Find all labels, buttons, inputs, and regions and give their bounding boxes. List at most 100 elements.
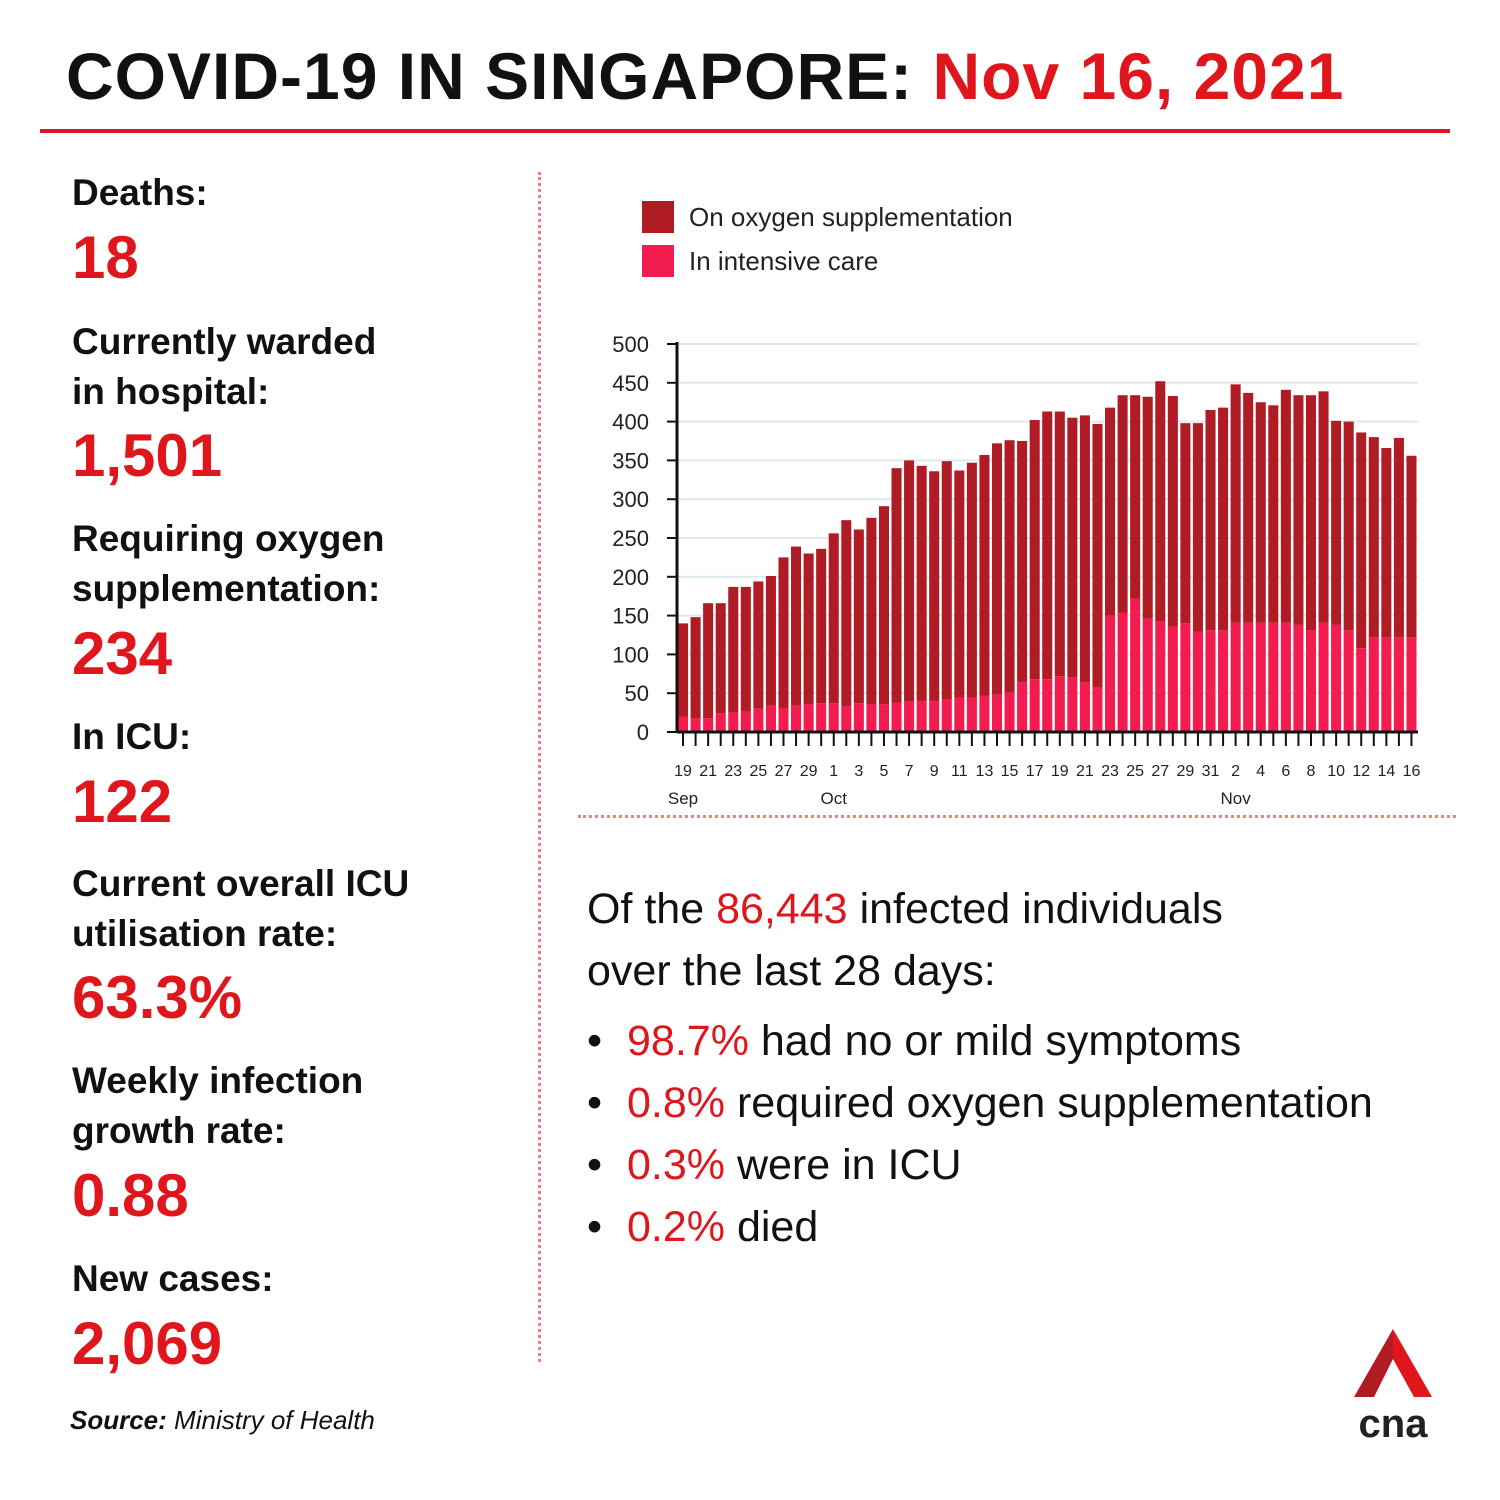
bar-icu <box>765 705 776 732</box>
bar-oxygen <box>828 533 839 704</box>
bar-oxygen <box>1067 417 1078 678</box>
bar-icu <box>904 701 915 732</box>
x-tick-label: 2 <box>1231 763 1240 780</box>
bar-icu <box>1318 622 1329 732</box>
x-tick-label: 10 <box>1327 763 1345 780</box>
bar-icu <box>1067 677 1078 732</box>
oxygen-label: Requiring oxygen supplementation: <box>72 518 385 609</box>
x-tick-label: 7 <box>905 763 914 780</box>
x-tick-label: 25 <box>749 763 767 780</box>
bar-oxygen <box>1255 402 1266 623</box>
bar-icu <box>916 700 927 732</box>
bar-oxygen <box>966 462 977 698</box>
bar-oxygen <box>954 470 965 698</box>
bar-icu <box>1268 622 1279 732</box>
bar-icu <box>1305 630 1317 732</box>
list-item: • 0.2% died <box>587 1203 819 1251</box>
bar-icu <box>1042 679 1053 732</box>
bar-icu <box>803 704 814 732</box>
bar-icu <box>1155 621 1166 732</box>
bar-oxygen <box>765 576 776 706</box>
bar-oxygen <box>690 617 701 719</box>
bar-icu <box>828 703 839 732</box>
bar-oxygen <box>678 623 689 717</box>
x-tick-label: 19 <box>1051 763 1069 780</box>
x-tick-label: 15 <box>1001 763 1019 780</box>
x-tick-label: 6 <box>1281 763 1290 780</box>
infected-count: 86,443 <box>716 885 848 933</box>
bar-oxygen <box>1105 407 1116 616</box>
bar-oxygen <box>1268 405 1279 623</box>
bar-icu <box>1343 630 1354 732</box>
bar-icu <box>816 703 827 732</box>
y-tick-label: 100 <box>612 642 649 667</box>
x-tick-label: 19 <box>674 763 692 780</box>
title-date: Nov 16, 2021 <box>932 39 1345 113</box>
bar-oxygen <box>1305 395 1317 631</box>
bar-oxygen <box>753 581 764 709</box>
icu-label: In ICU: <box>72 716 192 757</box>
bar-icu <box>1180 623 1191 732</box>
bar-icu <box>1218 630 1229 732</box>
icu-utilisation-value: 63.3% <box>72 964 243 1031</box>
y-tick-label: 450 <box>612 371 649 396</box>
bar-icu <box>966 697 977 732</box>
bar-icu <box>728 712 739 732</box>
bar-icu <box>878 704 889 732</box>
bar-oxygen <box>1092 423 1103 687</box>
bar-oxygen <box>1356 432 1367 649</box>
bar-oxygen <box>891 468 902 703</box>
bar-oxygen <box>1180 423 1191 624</box>
x-tick-label: 21 <box>1076 763 1094 780</box>
y-tick-label: 300 <box>612 487 649 512</box>
bar-icu <box>1230 622 1241 732</box>
bar-oxygen <box>1318 391 1329 623</box>
x-tick-label: 13 <box>976 763 994 780</box>
bar-oxygen <box>916 465 927 701</box>
bar-oxygen <box>1029 420 1040 680</box>
bar-oxygen <box>941 461 952 700</box>
source-note: Source: Ministry of Health <box>70 1405 375 1435</box>
bar-oxygen <box>816 548 827 704</box>
bar-oxygen <box>803 553 814 705</box>
x-tick-label: 23 <box>1101 763 1119 780</box>
bar-icu <box>1406 637 1417 732</box>
bar-icu <box>1205 630 1216 732</box>
bar-oxygen <box>715 603 726 714</box>
bar-oxygen <box>929 471 940 701</box>
bar-oxygen <box>866 517 877 705</box>
bar-icu <box>1192 631 1203 732</box>
title-divider <box>40 129 1450 133</box>
new-cases-label: New cases: <box>72 1258 274 1299</box>
x-tick-label: 29 <box>1176 763 1194 780</box>
x-tick-label: 27 <box>775 763 793 780</box>
bar-oxygen <box>791 546 802 706</box>
x-tick-label: 25 <box>1126 763 1144 780</box>
bar-icu <box>1142 618 1153 732</box>
outcome-list: • 98.7% had no or mild symptoms • 0.8% req… <box>587 1010 1373 1258</box>
warded-label: Currently warded in hospital: <box>72 321 377 412</box>
bar-oxygen <box>1142 396 1153 619</box>
growth-rate-value: 0.88 <box>72 1162 189 1229</box>
bar-icu <box>1356 648 1367 732</box>
bar-icu <box>1368 637 1379 732</box>
bar-icu <box>1243 622 1254 732</box>
bar-oxygen <box>1155 381 1166 622</box>
y-tick-label: 250 <box>612 526 649 551</box>
bar-icu <box>1393 637 1404 732</box>
month-label: Nov <box>1221 789 1252 808</box>
bar-icu <box>703 718 714 732</box>
x-tick-label: 21 <box>699 763 717 780</box>
bar-icu <box>1029 679 1040 732</box>
y-tick-label: 350 <box>612 448 649 473</box>
x-tick-label: 23 <box>724 763 742 780</box>
bar-oxygen <box>979 454 990 696</box>
bar-oxygen <box>1017 441 1028 683</box>
bar-icu <box>1130 598 1141 732</box>
bar-icu <box>678 716 689 732</box>
bar-icu <box>1331 624 1342 732</box>
bar-oxygen <box>1406 455 1417 638</box>
bar-oxygen <box>1117 395 1128 613</box>
bar-icu <box>979 695 990 732</box>
